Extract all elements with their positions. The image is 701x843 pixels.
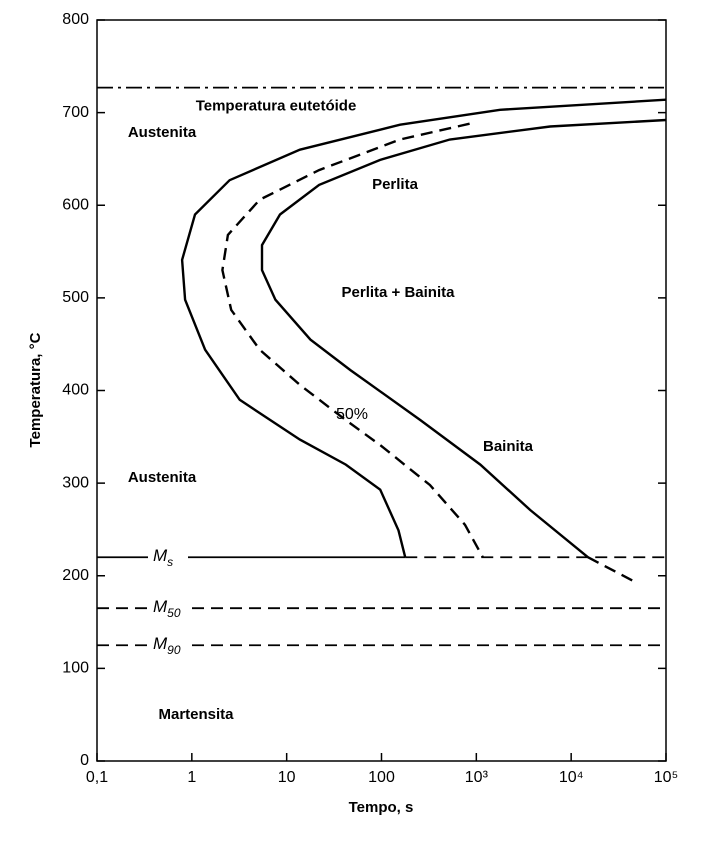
x-tick-label: 10⁴ — [559, 769, 584, 786]
region-label: Austenita — [128, 469, 197, 486]
subscript: s — [167, 555, 173, 569]
y-tick-label: 200 — [62, 567, 89, 584]
region-label: Perlita + Bainita — [342, 284, 456, 301]
y-axis-label: Temperatura, °C — [27, 332, 44, 447]
region-label: Bainita — [483, 438, 534, 455]
region-label: Perlita — [372, 176, 419, 193]
x-axis-label: Tempo, s — [349, 799, 414, 816]
curve-label: 50% — [336, 406, 368, 423]
curve — [180, 98, 667, 558]
x-tick-label: 100 — [368, 769, 395, 786]
region-label: Martensita — [158, 706, 234, 723]
h-line-label: Temperatura eutetóide — [196, 98, 357, 115]
symbol: M — [153, 547, 168, 566]
label-bg — [148, 597, 188, 622]
subscript: 50 — [167, 606, 181, 620]
h-line-label: M50 — [153, 598, 181, 621]
x-tick-label: 1 — [187, 769, 196, 786]
subscript: 90 — [167, 643, 181, 657]
y-tick-label: 800 — [62, 11, 89, 28]
x-tick-label: 0,1 — [86, 769, 108, 786]
label-bg — [148, 634, 188, 659]
y-tick-label: 100 — [62, 660, 89, 677]
y-tick-label: 600 — [62, 196, 89, 213]
curve — [587, 556, 633, 582]
y-tick-label: 500 — [62, 289, 89, 306]
h-line-label: M90 — [153, 635, 181, 658]
region-label: Austenita — [128, 124, 197, 141]
h-line-label: Ms — [153, 547, 173, 570]
curve — [260, 118, 667, 559]
x-tick-label: 10³ — [465, 769, 489, 786]
y-tick-label: 700 — [62, 104, 89, 121]
y-tick-label: 0 — [80, 752, 89, 769]
y-tick-label: 400 — [62, 382, 89, 399]
label-bg — [148, 546, 188, 571]
x-tick-label: 10⁵ — [654, 769, 678, 786]
curve — [221, 122, 484, 558]
symbol: M — [153, 598, 168, 617]
x-tick-label: 10 — [278, 769, 296, 786]
y-tick-label: 300 — [62, 474, 89, 491]
symbol: M — [153, 635, 168, 654]
